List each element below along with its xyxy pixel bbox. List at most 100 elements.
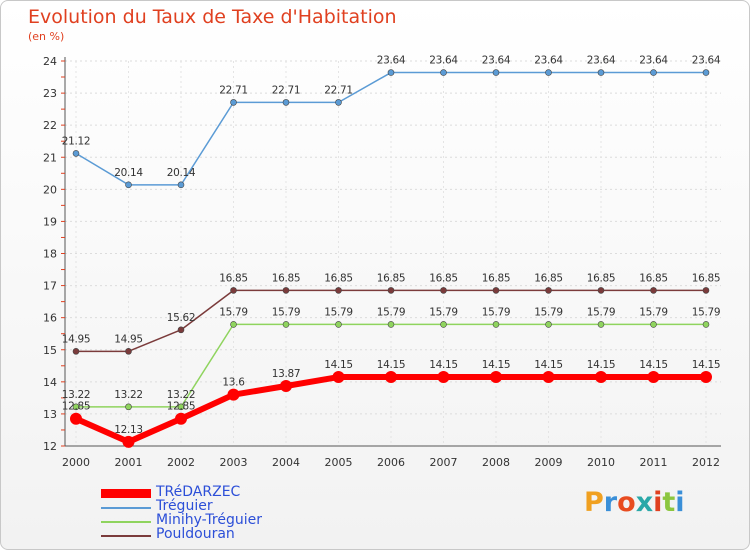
data-label-treguier-2007: 23.64 [429, 55, 458, 67]
data-point-pouldouran-2006 [387, 287, 395, 294]
x-tick-label-2008: 2008 [482, 456, 510, 469]
legend-item-treguier: Tréguier [101, 498, 421, 515]
data-point-tredarzec-2002 [175, 412, 187, 425]
legend-item-pouldouran: Pouldouran [101, 526, 421, 543]
data-point-tredarzec-2010 [595, 371, 607, 384]
data-point-minihy-treguier-2000 [72, 403, 80, 411]
data-label-minihy-treguier-2011: 15.79 [639, 306, 668, 318]
legend-swatch-tredarzec [101, 489, 151, 498]
data-point-treguier-2000 [72, 150, 80, 157]
data-point-minihy-treguier-2001 [125, 403, 132, 411]
data-label-pouldouran-2008: 16.85 [482, 272, 511, 284]
data-label-tredarzec-2004: 13.87 [272, 368, 301, 380]
legend-label-minihy-treguier: Minihy-Tréguier [156, 512, 262, 528]
data-label-tredarzec-2002: 12.85 [167, 401, 196, 413]
x-tick-label-2001: 2001 [115, 456, 143, 469]
data-label-minihy-treguier-2006: 15.79 [377, 306, 406, 318]
chart-subtitle: (en %) [28, 30, 65, 43]
data-point-minihy-treguier-2012 [702, 321, 710, 328]
logo-letter: o [617, 487, 636, 518]
data-point-tredarzec-2000 [70, 412, 82, 425]
data-point-minihy-treguier-2009 [545, 321, 552, 328]
data-label-minihy-treguier-2002: 13.22 [167, 389, 196, 401]
data-point-minihy-treguier-2006 [387, 321, 395, 328]
data-label-tredarzec-2011: 14.15 [639, 359, 668, 371]
data-label-tredarzec-2003: 13.6 [222, 377, 245, 389]
chart-title: Evolution du Taux de Taxe d'Habitation [28, 6, 397, 28]
x-tick-label-2011: 2011 [640, 456, 668, 469]
data-label-tredarzec-2005: 14.15 [324, 359, 353, 371]
data-point-minihy-treguier-2007 [440, 321, 447, 328]
data-point-pouldouran-2005 [335, 287, 342, 294]
legend-label-pouldouran: Pouldouran [156, 526, 235, 542]
data-label-minihy-treguier-2007: 15.79 [429, 306, 458, 318]
data-point-treguier-2005 [335, 99, 342, 106]
data-label-pouldouran-2003: 16.85 [219, 272, 248, 284]
data-point-treguier-2008 [492, 69, 500, 76]
data-label-treguier-2000: 21.12 [62, 135, 91, 147]
data-point-tredarzec-2001 [122, 435, 135, 448]
logo-letter: i [675, 487, 685, 518]
logo-letter: P [584, 487, 604, 518]
data-label-treguier-2006: 23.64 [377, 55, 406, 67]
data-label-minihy-treguier-2000: 13.22 [62, 389, 91, 401]
data-label-treguier-2012: 23.64 [692, 55, 721, 67]
data-point-minihy-treguier-2002 [177, 403, 185, 411]
data-label-tredarzec-2000: 12.85 [62, 401, 91, 413]
data-point-pouldouran-2011 [650, 287, 657, 294]
data-point-minihy-treguier-2003 [230, 321, 237, 328]
data-point-tredarzec-2003 [227, 388, 240, 401]
x-tick-label-2002: 2002 [167, 456, 195, 469]
legend-label-tredarzec: TRéDARZEC [156, 484, 241, 500]
data-label-tredarzec-2012: 14.15 [692, 359, 721, 371]
legend-swatch-pouldouran [101, 535, 151, 537]
logo-letter: i [653, 487, 663, 518]
data-point-treguier-2006 [387, 69, 395, 76]
data-label-pouldouran-2007: 16.85 [429, 272, 458, 284]
y-tick-label-13: 13 [43, 408, 57, 421]
data-label-pouldouran-2011: 16.85 [639, 272, 668, 284]
x-tick-label-2003: 2003 [220, 456, 248, 469]
proxiti-logo: Proxiti [584, 487, 685, 518]
data-label-treguier-2005: 22.71 [324, 84, 353, 96]
data-label-minihy-treguier-2012: 15.79 [692, 306, 721, 318]
data-point-minihy-treguier-2008 [492, 321, 500, 328]
data-point-treguier-2004 [282, 99, 290, 106]
y-tick-label-14: 14 [43, 376, 57, 389]
data-label-treguier-2008: 23.64 [482, 55, 511, 67]
data-label-tredarzec-2009: 14.15 [534, 359, 563, 371]
logo-letter: t [662, 487, 676, 518]
x-tick-label-2005: 2005 [325, 456, 353, 469]
x-tick-label-2004: 2004 [272, 456, 300, 469]
data-point-tredarzec-2009 [542, 371, 555, 384]
data-point-pouldouran-2012 [702, 287, 710, 294]
data-label-minihy-treguier-2008: 15.79 [482, 306, 511, 318]
y-tick-label-22: 22 [43, 119, 57, 132]
y-tick-label-23: 23 [43, 87, 57, 100]
data-point-tredarzec-2012 [700, 371, 712, 384]
data-label-minihy-treguier-2010: 15.79 [587, 306, 616, 318]
y-tick-label-12: 12 [43, 440, 57, 453]
y-tick-label-19: 19 [43, 215, 57, 228]
data-label-treguier-2004: 22.71 [272, 84, 301, 96]
data-point-pouldouran-2007 [440, 287, 447, 294]
y-tick-label-21: 21 [43, 151, 57, 164]
x-tick-label-2006: 2006 [377, 456, 405, 469]
data-label-tredarzec-2007: 14.15 [429, 359, 458, 371]
data-point-tredarzec-2011 [647, 371, 660, 384]
x-tick-label-2009: 2009 [535, 456, 563, 469]
data-point-treguier-2003 [230, 99, 237, 106]
x-tick-label-2012: 2012 [692, 456, 720, 469]
data-point-pouldouran-2004 [282, 287, 290, 294]
data-label-minihy-treguier-2009: 15.79 [534, 306, 563, 318]
legend-item-tredarzec: TRéDARZEC [101, 484, 421, 501]
data-label-treguier-2011: 23.64 [639, 55, 668, 67]
y-tick-label-18: 18 [43, 248, 57, 261]
data-point-pouldouran-2001 [125, 348, 132, 355]
data-label-pouldouran-2012: 16.85 [692, 272, 721, 284]
data-point-treguier-2001 [125, 181, 132, 189]
data-point-treguier-2012 [702, 69, 710, 76]
data-label-tredarzec-2008: 14.15 [482, 359, 511, 371]
data-label-minihy-treguier-2004: 15.79 [272, 306, 301, 318]
